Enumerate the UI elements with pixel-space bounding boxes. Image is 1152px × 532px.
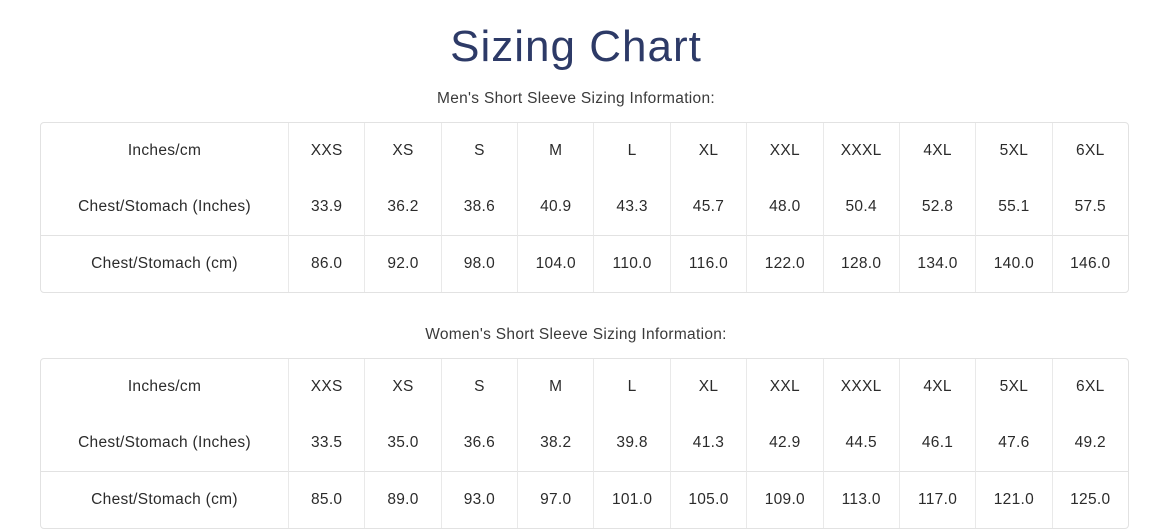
measurement-value-cell: 33.9 — [288, 179, 364, 235]
womens-sizing-section: Women's Short Sleeve Sizing Information:… — [0, 324, 1152, 529]
measurement-value-cell: 43.3 — [593, 179, 669, 235]
measurement-value-cell: 46.1 — [898, 415, 975, 471]
measurement-value-cell: 140.0 — [975, 235, 1052, 292]
measurement-value-cell: 122.0 — [746, 235, 823, 292]
size-header-cell: M — [517, 359, 593, 415]
measurement-value-cell: 86.0 — [288, 235, 365, 292]
size-header-cell: 4XL — [898, 123, 975, 179]
row-label-cell: Chest/Stomach (cm) — [41, 235, 288, 292]
measurement-value-cell: 89.0 — [364, 471, 441, 528]
table-row: Chest/Stomach (cm) 86.0 92.0 98.0 104.0 110.0… — [41, 235, 1128, 292]
row-label-cell: Chest/Stomach (Inches) — [78, 434, 251, 451]
measurement-value-cell: 101.0 — [593, 471, 670, 528]
measurement-value-cell: 134.0 — [898, 235, 976, 292]
size-header-cell: XXS — [288, 359, 364, 415]
units-header-cell: Inches/cm — [127, 378, 202, 395]
measurement-value-cell: 38.6 — [440, 179, 517, 235]
row-label-cell: Chest/Stomach (cm) — [41, 471, 288, 528]
size-header-cell: 6XL — [1051, 123, 1128, 179]
measurement-value-cell: 57.5 — [1051, 179, 1128, 235]
measurement-value-cell: 36.2 — [364, 179, 440, 235]
measurement-value-cell: 39.8 — [593, 415, 669, 471]
size-header-cell: L — [593, 359, 669, 415]
measurement-value-cell: 36.6 — [440, 415, 517, 471]
row-label-cell: Chest/Stomach (Inches) — [78, 198, 251, 215]
size-header-cell: M — [517, 123, 593, 179]
womens-sizing-table: Inches/cm XXS XS S M L XL XXL XXXL 4XL 5XL 6XL Chest… — [40, 358, 1129, 529]
measurement-value-cell: 52.8 — [898, 179, 975, 235]
measurement-value-cell: 105.0 — [669, 471, 747, 528]
measurement-value-cell: 117.0 — [898, 471, 976, 528]
mens-sizing-section: Men's Short Sleeve Sizing Information: I… — [0, 88, 1152, 293]
units-header-cell: Inches/cm — [127, 142, 202, 159]
measurement-value-cell: 33.5 — [288, 415, 364, 471]
size-header-cell: XS — [364, 123, 440, 179]
mens-sizing-table: Inches/cm XXS XS S M L XL XXL XXXL 4XL 5XL 6XL Chest… — [40, 122, 1129, 293]
table-row: Chest/Stomach (cm) 85.0 89.0 93.0 97.0 101.0 1… — [41, 471, 1128, 528]
table-header-row: Inches/cm XXS XS S M L XL XXL XXXL 4XL 5XL 6XL — [41, 123, 1128, 179]
sizing-chart-page: Sizing Chart Men's Short Sleeve Sizing I… — [0, 22, 1152, 529]
measurement-value-cell: 49.2 — [1051, 415, 1128, 471]
measurement-value-cell: 45.7 — [669, 179, 746, 235]
measurement-value-cell: 55.1 — [975, 179, 1051, 235]
size-header-cell: XS — [364, 359, 440, 415]
size-header-cell: XXXL — [822, 359, 899, 415]
table-row: Chest/Stomach (Inches) 33.5 35.0 36.6 38.2 39… — [41, 415, 1128, 471]
size-header-cell: XL — [669, 359, 746, 415]
measurement-value-cell: 110.0 — [593, 235, 670, 292]
measurement-value-cell: 47.6 — [975, 415, 1051, 471]
size-header-cell: 5XL — [975, 359, 1051, 415]
size-header-cell: 5XL — [975, 123, 1051, 179]
measurement-value-cell: 146.0 — [1051, 235, 1128, 292]
measurement-value-cell: 98.0 — [440, 235, 518, 292]
mens-table-caption: Men's Short Sleeve Sizing Information: — [437, 90, 715, 107]
size-header-cell: 4XL — [898, 359, 975, 415]
measurement-value-cell: 42.9 — [746, 415, 822, 471]
table-header-row: Inches/cm XXS XS S M L XL XXL XXXL 4XL 5XL 6XL — [41, 359, 1128, 415]
measurement-value-cell: 116.0 — [669, 235, 747, 292]
measurement-value-cell: 113.0 — [822, 471, 899, 528]
measurement-value-cell: 125.0 — [1051, 471, 1128, 528]
size-header-cell: XXL — [746, 123, 822, 179]
size-header-cell: L — [593, 123, 669, 179]
size-header-cell: S — [440, 123, 517, 179]
measurement-value-cell: 109.0 — [746, 471, 823, 528]
size-header-cell: S — [440, 359, 517, 415]
measurement-value-cell: 85.0 — [288, 471, 365, 528]
measurement-value-cell: 92.0 — [364, 235, 441, 292]
measurement-value-cell: 44.5 — [822, 415, 899, 471]
size-header-cell: XXL — [746, 359, 822, 415]
size-header-cell: XL — [669, 123, 746, 179]
measurement-value-cell: 50.4 — [822, 179, 899, 235]
measurement-value-cell: 104.0 — [517, 235, 594, 292]
measurement-value-cell: 35.0 — [364, 415, 440, 471]
measurement-value-cell: 41.3 — [669, 415, 746, 471]
size-header-cell: XXXL — [822, 123, 899, 179]
page-title: Sizing Chart — [450, 22, 702, 71]
womens-table-caption: Women's Short Sleeve Sizing Information: — [425, 326, 727, 343]
measurement-value-cell: 121.0 — [975, 471, 1052, 528]
measurement-value-cell: 38.2 — [517, 415, 593, 471]
size-header-cell: XXS — [288, 123, 364, 179]
measurement-value-cell: 97.0 — [517, 471, 594, 528]
size-header-cell: 6XL — [1051, 359, 1128, 415]
measurement-value-cell: 48.0 — [746, 179, 822, 235]
measurement-value-cell: 93.0 — [440, 471, 518, 528]
measurement-value-cell: 40.9 — [517, 179, 593, 235]
measurement-value-cell: 128.0 — [822, 235, 899, 292]
table-row: Chest/Stomach (Inches) 33.9 36.2 38.6 40.9 43… — [41, 179, 1128, 235]
